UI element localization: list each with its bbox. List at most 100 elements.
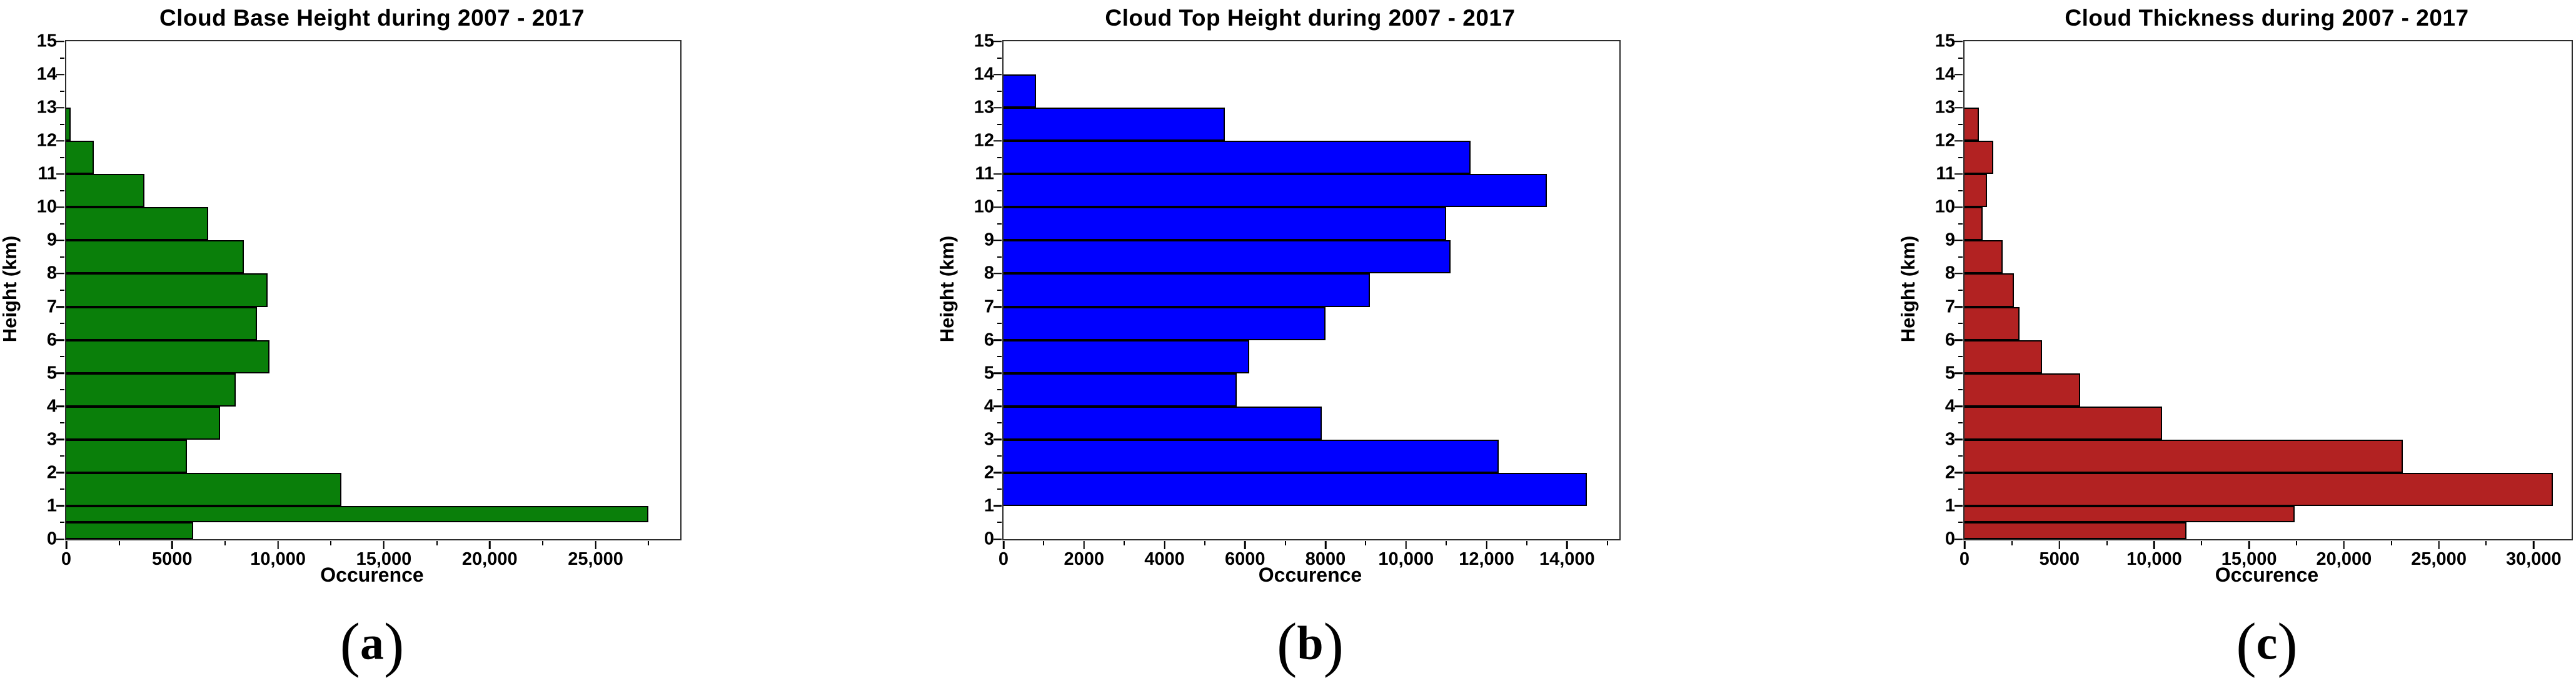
histogram-bar — [1965, 522, 2187, 539]
histogram-bar — [1965, 306, 2020, 340]
x-tick-label: 4000 — [1144, 549, 1185, 569]
y-minor-tick — [997, 156, 1002, 158]
histogram-bar — [1965, 141, 1993, 174]
x-tick-label: 12,000 — [1459, 549, 1514, 569]
y-tick — [56, 139, 64, 142]
histogram-bar — [1965, 406, 2162, 440]
x-minor-tick — [330, 541, 332, 545]
x-minor-tick — [1606, 541, 1608, 545]
y-minor-tick — [997, 123, 1002, 125]
histogram-bar — [1004, 306, 1326, 340]
x-tick — [171, 541, 173, 549]
x-tick — [2343, 541, 2345, 549]
y-tick — [994, 106, 1002, 109]
y-tick-label: 10 — [1935, 196, 1955, 217]
y-tick-label: 9 — [984, 230, 994, 250]
histogram-bar — [66, 439, 187, 473]
plot-area: 0 5000 10,000 15,000 20,000 25,000 30,000 0 1 2 3 4… — [1935, 32, 2573, 569]
y-tick — [56, 273, 64, 275]
y-tick-label: 1 — [984, 495, 994, 516]
y-tick — [994, 505, 1002, 507]
y-tick-label: 7 — [1945, 296, 1955, 317]
x-tick-label: 10,000 — [1378, 549, 1434, 569]
y-minor-tick — [997, 223, 1002, 225]
histogram-bar — [1965, 373, 2081, 407]
x-tick — [2153, 541, 2155, 549]
y-tick — [994, 240, 1002, 241]
x-tick-label: 8000 — [1305, 549, 1346, 569]
y-tick-label: 10 — [974, 196, 994, 217]
histogram-bar — [1004, 273, 1370, 307]
histogram-bar — [66, 340, 270, 373]
subfigure-caption: (a) — [65, 610, 679, 680]
y-tick-label: 4 — [1945, 396, 1955, 417]
x-tick — [595, 541, 596, 549]
y-tick — [1955, 240, 1963, 241]
histogram-bar — [1004, 373, 1237, 407]
x-tick — [383, 541, 385, 549]
y-tick — [994, 206, 1002, 208]
y-tick-label: 7 — [984, 296, 994, 317]
x-tick-label: 0 — [1959, 549, 1970, 569]
chart-panel-a: Cloud Base Height during 2007 - 2017 Hei… — [0, 0, 858, 698]
y-minor-tick — [1958, 123, 1963, 125]
x-minor-tick — [2106, 541, 2108, 545]
y-minor-tick — [997, 455, 1002, 457]
y-minor-tick — [60, 156, 64, 158]
y-tick — [56, 106, 64, 109]
histogram-bar — [1965, 273, 2014, 307]
y-minor-tick — [997, 256, 1002, 258]
x-tick-label: 14,000 — [1539, 549, 1595, 569]
x-tick — [1164, 541, 1165, 549]
y-minor-tick — [60, 290, 64, 291]
chart-title: Cloud Thickness during 2007 - 2017 — [2065, 5, 2469, 31]
y-tick — [994, 472, 1002, 474]
y-tick — [56, 206, 64, 208]
y-tick-label: 8 — [984, 263, 994, 283]
y-tick — [56, 173, 64, 175]
chart-panel-b: Cloud Top Height during 2007 - 2017 Heig… — [858, 0, 1717, 698]
y-tick — [56, 73, 64, 76]
histogram-bar — [66, 273, 268, 307]
y-tick-label: 0 — [1945, 529, 1955, 549]
y-minor-tick — [60, 323, 64, 325]
x-tick-label: 6000 — [1225, 549, 1265, 569]
histogram-bar — [1965, 505, 2295, 523]
histogram-bar — [66, 108, 71, 141]
histogram-bar — [1965, 439, 2403, 473]
y-minor-tick — [1958, 522, 1963, 524]
x-tick-label: 15,000 — [356, 549, 412, 569]
caption-letter: a — [360, 617, 384, 670]
caption-letter: b — [1297, 617, 1324, 670]
y-tick — [994, 405, 1002, 407]
y-tick-label: 12 — [36, 130, 57, 151]
x-tick — [1002, 541, 1005, 549]
x-tick-label: 2000 — [1064, 549, 1105, 569]
y-tick-label: 6 — [46, 330, 57, 350]
y-minor-tick — [1958, 356, 1963, 358]
y-tick-label: 14 — [1935, 64, 1955, 84]
x-minor-tick — [1204, 541, 1205, 545]
y-tick — [994, 438, 1002, 441]
y-tick — [1955, 173, 1963, 175]
y-tick — [1955, 106, 1963, 109]
plot-area: 0 2000 4000 6000 8000 10,000 12,000 14,000 0 1 2 3 4… — [974, 32, 1621, 569]
y-tick — [994, 372, 1002, 374]
histogram-bar — [66, 240, 244, 274]
x-minor-tick — [1446, 541, 1447, 545]
y-minor-tick — [1958, 256, 1963, 258]
y-tick — [56, 240, 64, 241]
x-minor-tick — [541, 541, 543, 545]
y-tick — [1955, 139, 1963, 142]
histogram-bar — [66, 472, 342, 506]
x-axis-label: Occurence — [320, 564, 424, 586]
x-tick — [488, 541, 491, 549]
y-tick-label: 3 — [1945, 429, 1955, 450]
caption-paren-open: ( — [2236, 611, 2257, 679]
x-tick-label: 0 — [998, 549, 1009, 569]
y-tick-label: 3 — [46, 429, 57, 450]
x-minor-tick — [1124, 541, 1125, 545]
histogram-bar — [1004, 240, 1451, 274]
y-tick-label: 7 — [46, 296, 57, 317]
